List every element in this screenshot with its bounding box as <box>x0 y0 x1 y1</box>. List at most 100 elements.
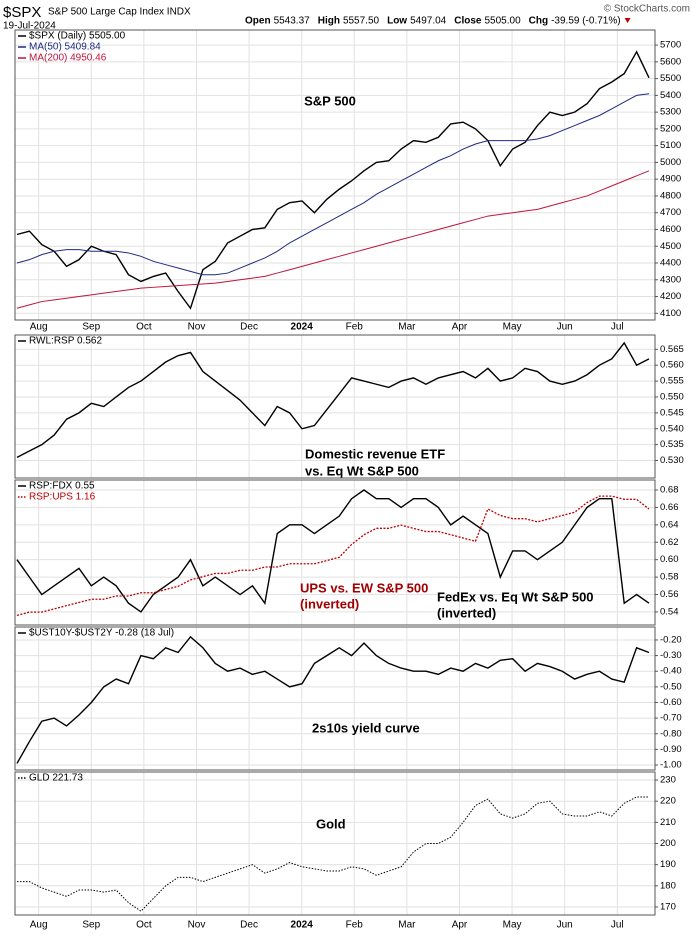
y-tick-label: 5000 <box>660 157 681 168</box>
annotation: (inverted) <box>300 596 359 611</box>
stat-value: 5557.50 <box>343 16 380 27</box>
x-tick-label: Feb <box>346 322 364 333</box>
legend-label: RWL:RSP 0.562 <box>29 336 102 347</box>
panel-frame <box>14 29 656 321</box>
x-tick-label: Dec <box>240 920 258 931</box>
y-tick-label: -0.20 <box>660 634 682 645</box>
series-line <box>16 635 650 764</box>
x-tick-label: Jun <box>557 322 573 333</box>
series-line <box>16 489 650 613</box>
y-tick-label: 4500 <box>660 241 681 252</box>
x-tick-label: 2024 <box>291 920 314 931</box>
date: 19-Jul-2024 <box>3 21 56 32</box>
legend-label: RSP:FDX 0.55 <box>29 481 95 492</box>
x-tick-label: Apr <box>452 920 468 931</box>
x-tick-label: May <box>503 322 522 333</box>
y-tick-label: 0.66 <box>660 502 679 513</box>
x-tick-label: Feb <box>346 920 364 931</box>
y-tick-label: 5100 <box>660 140 681 151</box>
series-line <box>16 495 650 616</box>
annotation: S&P 500 <box>304 93 356 108</box>
y-tick-label: -0.50 <box>660 681 682 692</box>
y-tick-label: 0.56 <box>660 589 679 600</box>
series-line <box>16 50 650 310</box>
stat-label: Close <box>454 16 482 27</box>
stat-value: -39.59 (-0.71%) <box>551 16 620 27</box>
stat-label: Low <box>387 16 407 27</box>
y-tick-label: 0.545 <box>660 407 684 418</box>
annotation: Gold <box>316 816 346 831</box>
y-tick-label: 0.565 <box>660 344 684 355</box>
stat-value: 5505.00 <box>484 16 521 27</box>
annotation: vs. Eq Wt S&P 500 <box>305 463 419 478</box>
x-tick-label: Jul <box>611 920 624 931</box>
y-tick-label: 5400 <box>660 90 681 101</box>
y-tick-label: 0.560 <box>660 360 684 371</box>
y-tick-label: -1.00 <box>660 760 682 771</box>
stat-label: High <box>318 16 340 27</box>
legend-label: GLD 221.73 <box>29 773 83 784</box>
panel-frame <box>14 334 656 479</box>
series-line <box>16 93 650 276</box>
y-tick-label: 4700 <box>660 207 681 218</box>
x-tick-label: Apr <box>452 322 468 333</box>
y-tick-label: 5200 <box>660 123 681 134</box>
y-tick-label: -0.30 <box>660 650 682 661</box>
legend-label: $SPX (Daily) 5505.00 <box>29 31 126 42</box>
x-tick-label: Mar <box>398 322 416 333</box>
x-tick-label: Jul <box>611 322 624 333</box>
x-tick-label: Dec <box>240 322 258 333</box>
series-line <box>17 796 649 912</box>
y-tick-label: 4100 <box>660 308 681 319</box>
y-tick-label: 5600 <box>660 56 681 67</box>
y-tick-label: 4300 <box>660 274 681 285</box>
x-tick-label: May <box>503 920 522 931</box>
y-tick-label: 4600 <box>660 224 681 235</box>
stat-label: Open <box>245 16 271 27</box>
stat-value: 5497.04 <box>410 16 447 27</box>
x-tick-label: Nov <box>188 920 206 931</box>
legend-label: MA(200) 4950.46 <box>29 53 107 64</box>
annotation: Domestic revenue ETF <box>305 446 445 461</box>
panel-frame <box>14 771 656 916</box>
stat-value: 5543.37 <box>274 16 311 27</box>
series-line <box>16 170 650 309</box>
y-tick-label: 4900 <box>660 174 681 185</box>
y-tick-label: 0.60 <box>660 554 679 565</box>
y-tick-label: 5700 <box>660 40 681 51</box>
y-tick-label: -0.90 <box>660 744 682 755</box>
annotation: FedEx vs. Eq Wt S&P 500 <box>437 589 594 604</box>
series-line <box>16 341 650 458</box>
stat-label: Chg <box>529 16 548 27</box>
x-tick-label: Sep <box>82 322 100 333</box>
x-tick-label: Sep <box>82 920 100 931</box>
y-tick-label: 230 <box>660 775 676 786</box>
legend-label: RSP:UPS 1.16 <box>29 492 96 503</box>
annotation: (inverted) <box>437 605 496 620</box>
y-tick-label: 0.535 <box>660 439 684 450</box>
y-tick-label: 190 <box>660 859 676 870</box>
y-tick-label: 0.555 <box>660 376 684 387</box>
y-tick-label: 0.64 <box>660 519 679 530</box>
legend-label: $UST10Y-$UST2Y -0.28 (18 Jul) <box>29 628 174 639</box>
y-tick-label: -0.40 <box>660 666 682 677</box>
x-tick-label: Oct <box>136 920 152 931</box>
y-tick-label: 220 <box>660 796 676 807</box>
panel-frame <box>14 626 656 771</box>
symbol-name: S&P 500 Large Cap Index INDX <box>48 7 191 18</box>
y-tick-label: 210 <box>660 817 676 828</box>
y-tick-label: -0.70 <box>660 713 682 724</box>
legend-label: MA(50) 5409.84 <box>29 42 101 53</box>
y-tick-label: -0.60 <box>660 697 682 708</box>
y-tick-label: 170 <box>660 901 676 912</box>
y-tick-label: 0.62 <box>660 537 679 548</box>
x-tick-label: Mar <box>398 920 416 931</box>
y-tick-label: 0.550 <box>660 391 684 402</box>
x-tick-label: Oct <box>136 322 152 333</box>
y-tick-label: 4400 <box>660 258 681 269</box>
y-tick-label: -0.80 <box>660 728 682 739</box>
x-tick-label: 2024 <box>291 322 314 333</box>
down-arrow <box>624 18 631 23</box>
x-tick-label: Aug <box>30 322 48 333</box>
